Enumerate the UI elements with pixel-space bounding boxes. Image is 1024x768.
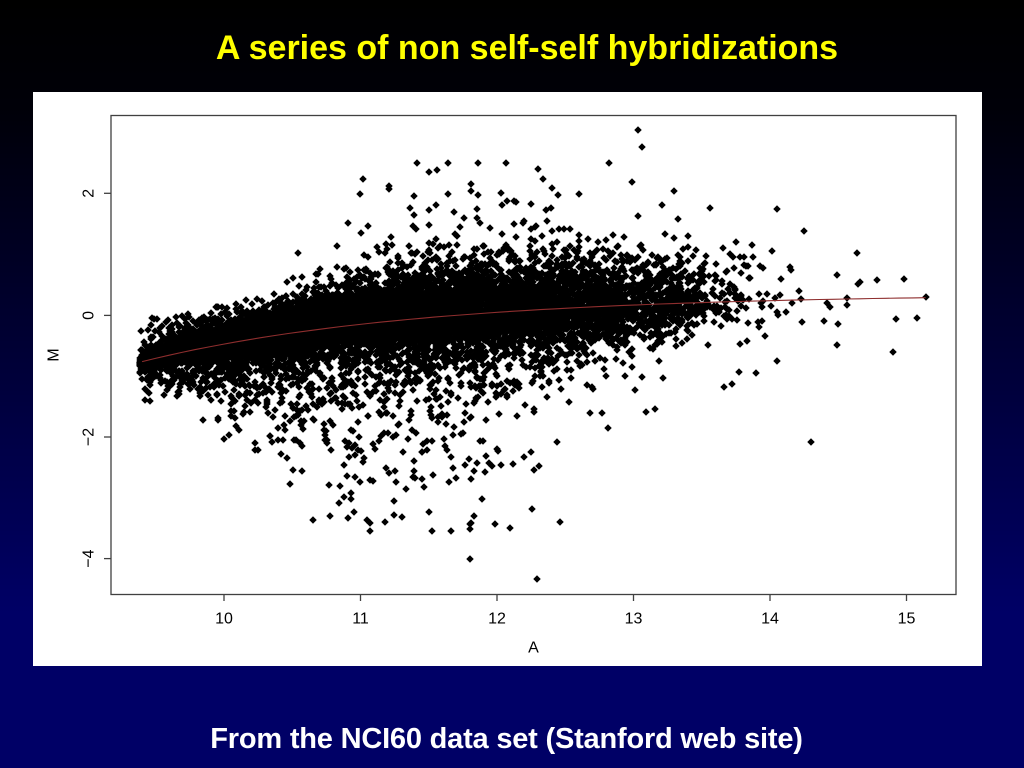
- svg-text:M: M: [45, 348, 62, 361]
- svg-text:−2: −2: [80, 428, 97, 446]
- svg-text:12: 12: [488, 611, 506, 628]
- svg-text:15: 15: [898, 611, 916, 628]
- svg-text:13: 13: [625, 611, 643, 628]
- svg-text:0: 0: [80, 311, 97, 320]
- svg-text:14: 14: [761, 611, 779, 628]
- svg-text:2: 2: [80, 189, 97, 198]
- svg-text:A: A: [528, 640, 539, 657]
- svg-text:10: 10: [215, 611, 233, 628]
- svg-text:11: 11: [352, 611, 369, 628]
- svg-text:−4: −4: [80, 549, 97, 567]
